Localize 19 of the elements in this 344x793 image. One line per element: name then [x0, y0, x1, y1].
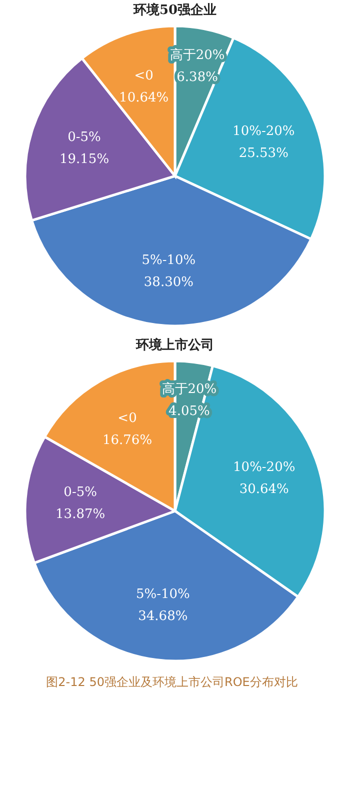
data-label: 16.76% — [102, 432, 152, 448]
slice-label: 5%-10% — [142, 252, 196, 268]
data-label: 10.64% — [119, 90, 169, 106]
slice-label: 5%-10% — [136, 587, 190, 602]
chart-title: 环境上市公司 — [135, 337, 214, 353]
slice-label: 10%-20% — [233, 460, 296, 476]
data-label: 30.64% — [239, 482, 289, 498]
slice-label: <0 — [134, 68, 154, 84]
data-label: 25.53% — [238, 146, 288, 161]
data-label: 13.87% — [56, 507, 106, 522]
chart-title: 环境50强企业 — [132, 2, 217, 18]
slice-label: 0-5% — [64, 485, 97, 500]
slice-label: 0-5% — [68, 130, 101, 145]
data-label: 34.68% — [138, 609, 188, 624]
slice-label: 10%-20% — [232, 124, 295, 139]
caption: 图2-12 50强企业及环境上市公司ROE分布对比 — [45, 674, 299, 691]
data-label: 38.30% — [144, 274, 194, 290]
data-label: 19.15% — [59, 152, 110, 167]
slice-label: <0 — [118, 410, 137, 426]
